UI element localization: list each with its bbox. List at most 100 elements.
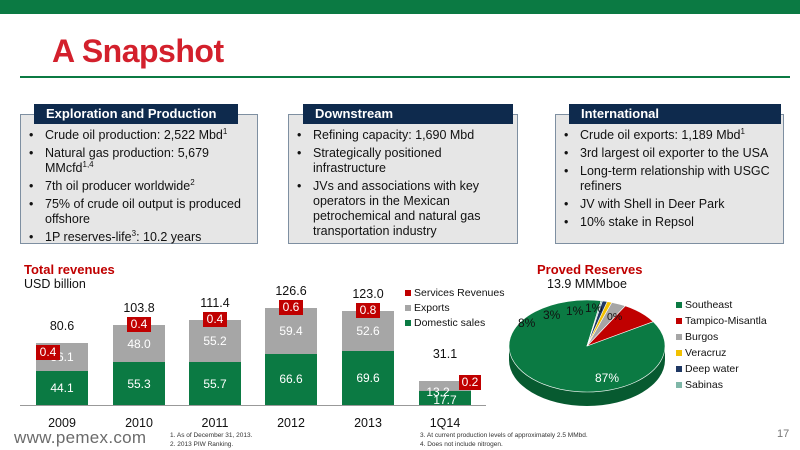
footnote-marker: 1: [740, 126, 745, 136]
reserves-pie-chart: [508, 300, 666, 406]
exploration-production-box: Crude oil production: 2,522 Mbd1 Natural …: [20, 114, 258, 245]
bar-segment-domestic: [113, 362, 165, 405]
footnote-3: 3. At current production levels of appro…: [420, 432, 588, 439]
bullet-item: Crude oil production: 2,522 Mbd1: [29, 126, 251, 143]
bar-value-exports: 55.2: [203, 333, 227, 348]
bar-value-services: 0.8: [356, 302, 380, 318]
bar-value-exports: 13.2: [426, 385, 450, 400]
bar-value-services: 0.4: [36, 345, 60, 361]
bullet-item: Crude oil exports: 1,189 Mbd1: [564, 126, 777, 143]
x-axis-label: 2013: [354, 416, 382, 430]
footnote-marker: 2: [190, 177, 195, 187]
bar-segment-domestic: [36, 371, 88, 405]
bullet-text: Crude oil exports: 1,189 Mbd: [580, 128, 741, 142]
bullet-item: Refining capacity: 1,690 Mbd: [297, 128, 511, 143]
bar-value-domestic: 44.1: [50, 381, 74, 396]
international-box: Crude oil exports: 1,189 Mbd1 3rd largest…: [555, 114, 784, 244]
bar-value-domestic: 55.3: [127, 376, 151, 391]
legend-item: Burgos: [676, 331, 718, 343]
footnote-marker: 3: [131, 228, 137, 238]
x-axis-label: 2010: [125, 416, 153, 430]
revenues-title: Total revenues: [24, 262, 115, 277]
legend-label: Deep water: [685, 363, 739, 375]
bar-segment-domestic: [342, 351, 394, 405]
legend-label: Services Revenues: [414, 287, 505, 299]
bullet-item: 10% stake in Repsol: [564, 215, 777, 230]
bar-1Q14: [419, 381, 471, 405]
bar-total: 103.8: [123, 301, 155, 316]
pie-slice-label: 1%: [585, 301, 603, 315]
bar-2009: [36, 343, 88, 405]
bar-value-domestic: 69.6: [356, 371, 380, 386]
footnote-1: 1. As of December 31, 2013.: [170, 432, 253, 439]
bar-total: 31.1: [432, 347, 458, 362]
bullet-item: 75% of crude oil output is produced offs…: [29, 197, 251, 227]
exploration-production-header: Exploration and Production: [34, 104, 238, 124]
pie-slice-southeast: [508, 300, 666, 393]
bar-value-domestic: 55.7: [203, 376, 227, 391]
reserves-title: Proved Reserves: [537, 262, 643, 277]
legend-swatch: [405, 290, 411, 296]
bullet-text: JV with Shell in Deer Park: [580, 197, 725, 211]
revenues-x-axis: [20, 405, 486, 406]
legend-swatch: [676, 382, 682, 388]
bullet-item: Strategically positioned infrastructure: [297, 146, 511, 176]
bar-total: 126.6: [275, 283, 307, 298]
revenues-unit: USD billion: [24, 277, 86, 291]
footnote-marker: 1,4: [82, 159, 94, 169]
bullet-item: Long-term relationship with USGC refiner…: [564, 164, 777, 194]
legend-item: Deep water: [676, 363, 739, 375]
legend-swatch: [676, 334, 682, 340]
legend-item: Veracruz: [676, 347, 726, 359]
legend-item: Domestic sales: [405, 317, 485, 329]
pie-slice-label: 0%: [607, 311, 623, 323]
bar-total: 111.4: [200, 295, 230, 310]
legend-label: Southeast: [685, 299, 733, 311]
pie-slice-sabinas: [586, 300, 603, 347]
bar-segment-exports: [265, 307, 317, 354]
pie-slice-label: 1%: [566, 304, 584, 318]
x-axis-label: 2012: [277, 416, 305, 430]
bullet-text: 10% stake in Repsol: [580, 215, 694, 229]
legend-item: Tampico-Misantla: [676, 315, 767, 327]
bar-value-domestic: 17.7: [433, 393, 457, 407]
x-axis-label: 2011: [201, 416, 229, 430]
bullet-item: 1P reserves-life3: 10.2 years: [29, 228, 251, 245]
footer-url[interactable]: www.pemex.com: [14, 428, 147, 447]
legend-label: Veracruz: [685, 347, 727, 359]
legend-swatch: [676, 318, 682, 324]
bullet-text: 75% of crude oil output is produced offs…: [45, 197, 241, 226]
bar-value-domestic: 66.6: [279, 372, 303, 387]
bullet-text: Refining capacity: 1,690 Mbd: [313, 128, 475, 142]
bullet-text: Long-term relationship with USGC refiner…: [580, 164, 770, 193]
bullet-text: JVs and associations with key operators …: [313, 179, 481, 238]
legend-label: Burgos: [685, 331, 719, 343]
footnote-marker: 1: [222, 126, 228, 136]
bar-value-services: 0.2: [459, 375, 481, 390]
bar-value-services: 0.6: [279, 299, 303, 315]
bar-value-exports: 48.0: [127, 336, 151, 351]
x-axis-label: 1Q14: [429, 416, 461, 430]
page-number: 17: [777, 428, 790, 440]
pie-depth: [509, 346, 665, 406]
legend-label: Tampico-Misantla: [685, 315, 767, 327]
bar-segment-domestic: [189, 362, 241, 405]
bar-value-services: 0.4: [203, 311, 227, 327]
exploration-production-list: Crude oil production: 2,522 Mbd1 Natural …: [29, 126, 251, 248]
downstream-list: Refining capacity: 1,690 Mbd Strategicall…: [297, 128, 511, 242]
downstream-box: Refining capacity: 1,690 Mbd Strategicall…: [288, 114, 518, 244]
title-underline: [20, 76, 790, 78]
bullet-text: 3rd largest oil exporter to the USA: [580, 146, 769, 160]
legend-label: Sabinas: [685, 379, 723, 391]
bullet-item: Natural gas production: 5,679 MMcfd1,4: [29, 146, 251, 176]
legend-swatch: [405, 320, 411, 326]
bar-value-exports: 59.4: [279, 323, 303, 338]
bullet-suffix: : 10.2 years: [136, 230, 202, 244]
bullet-text: Natural gas production: 5,679 MMcfd: [45, 146, 209, 175]
bar-segment-exports: [419, 381, 471, 392]
legend-item: Exports: [405, 302, 450, 314]
bar-total: 80.6: [49, 319, 75, 334]
bullet-item: JV with Shell in Deer Park: [564, 197, 777, 212]
bullet-item: 3rd largest oil exporter to the USA: [564, 146, 777, 161]
bar-value-exports: 52.6: [356, 324, 380, 339]
